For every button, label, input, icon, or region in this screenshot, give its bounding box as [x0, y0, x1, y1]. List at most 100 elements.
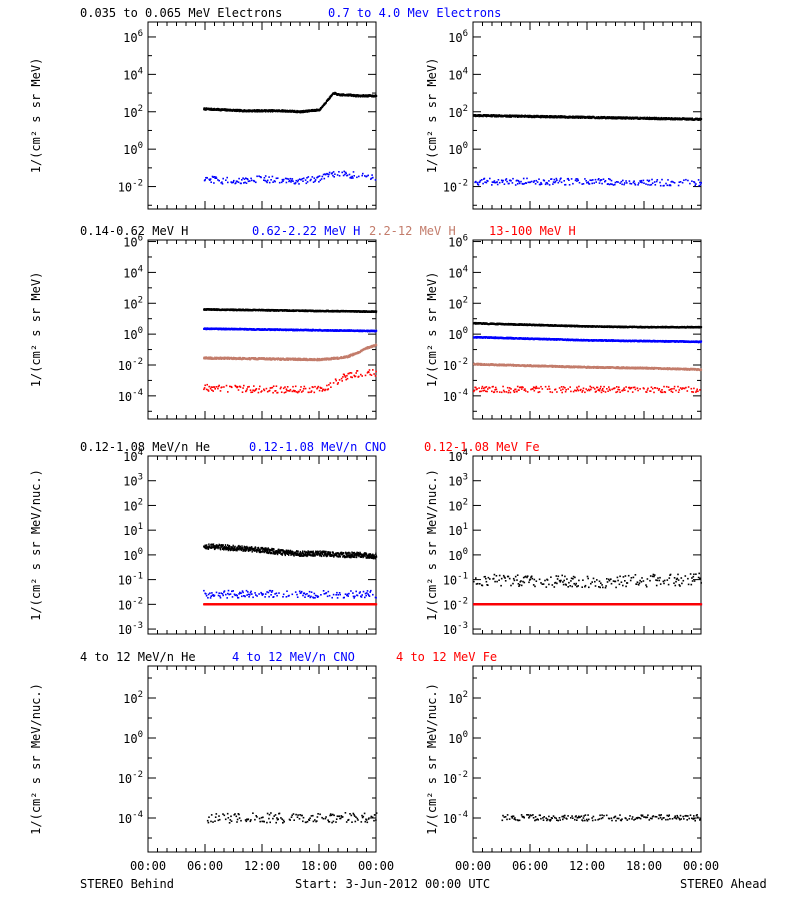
- data-point: [242, 387, 244, 389]
- y-tick-label: 10-2: [443, 179, 468, 195]
- data-point: [206, 383, 208, 386]
- data-point: [700, 118, 703, 120]
- data-point: [217, 179, 219, 181]
- data-point: [203, 388, 205, 391]
- data-point: [205, 108, 207, 111]
- data-point: [318, 181, 320, 183]
- data-point: [285, 181, 288, 184]
- data-point: [609, 178, 611, 181]
- data-point: [661, 178, 663, 181]
- data-point: [666, 184, 669, 187]
- data-point: [550, 178, 553, 180]
- data-point: [310, 178, 312, 181]
- data-point: [237, 385, 239, 388]
- data-point: [295, 179, 298, 182]
- data-point: [203, 387, 206, 389]
- data-point: [238, 177, 240, 180]
- data-point: [258, 175, 260, 177]
- data-point: [209, 179, 211, 181]
- data-point: [636, 116, 639, 119]
- data-point: [336, 383, 339, 385]
- data-point: [212, 390, 214, 392]
- data-point: [265, 387, 268, 390]
- data-point: [637, 184, 639, 186]
- data-point: [362, 172, 364, 175]
- data-point: [584, 178, 586, 180]
- data-point: [372, 369, 374, 371]
- data-point: [694, 184, 696, 187]
- y-tick-base: 10: [448, 328, 462, 342]
- data-point: [591, 182, 593, 185]
- data-point: [233, 179, 235, 182]
- data-point: [679, 181, 682, 183]
- data-point: [502, 179, 504, 182]
- data-point: [375, 370, 377, 373]
- data-point: [548, 184, 551, 186]
- y-tick-base: 10: [448, 236, 462, 250]
- data-point: [348, 372, 350, 375]
- data-point: [326, 384, 328, 387]
- data-series: [473, 114, 703, 121]
- data-point: [321, 175, 324, 178]
- data-point: [258, 388, 260, 390]
- data-point: [286, 389, 288, 392]
- data-point: [320, 178, 323, 180]
- data-point: [239, 386, 242, 388]
- data-point: [658, 116, 660, 119]
- data-point: [586, 182, 588, 184]
- data-point: [667, 179, 669, 181]
- data-point: [512, 177, 514, 180]
- data-point: [639, 180, 641, 182]
- data-point: [687, 179, 689, 182]
- data-point: [532, 181, 535, 183]
- y-tick-label: 100: [123, 326, 143, 342]
- data-point: [294, 182, 297, 184]
- data-point: [633, 182, 636, 185]
- data-point: [346, 374, 348, 377]
- data-point: [298, 357, 300, 360]
- data-point: [255, 181, 257, 184]
- y-tick-exponent: 6: [463, 234, 468, 244]
- panel-title: 0.62-2.22 MeV H: [252, 224, 360, 238]
- data-point: [649, 184, 651, 186]
- data-point: [610, 179, 613, 182]
- data-point: [544, 183, 547, 186]
- data-point: [225, 179, 227, 181]
- data-point: [548, 180, 550, 182]
- data-point: [266, 390, 269, 393]
- data-point: [581, 183, 583, 185]
- data-point: [577, 115, 579, 118]
- data-point: [328, 384, 330, 386]
- data-point: [579, 116, 582, 119]
- y-tick-label: 10-4: [118, 388, 143, 404]
- data-point: [255, 388, 258, 390]
- data-point: [614, 183, 616, 186]
- data-point: [624, 182, 626, 184]
- data-point: [617, 181, 619, 183]
- data-point: [650, 183, 653, 186]
- data-point: [341, 171, 343, 174]
- data-point: [327, 388, 330, 390]
- y-tick-base: 10: [123, 68, 137, 82]
- data-point: [250, 177, 252, 180]
- data-point: [353, 374, 355, 377]
- data-point: [286, 177, 288, 180]
- data-point: [283, 391, 286, 394]
- data-point: [348, 173, 351, 176]
- data-point: [358, 175, 360, 178]
- data-point: [350, 376, 352, 378]
- y-tick-label: 10-2: [118, 357, 143, 373]
- y-tick-exponent: 4: [138, 66, 143, 76]
- data-point: [334, 378, 337, 380]
- data-point: [372, 176, 374, 179]
- y-tick-label: 106: [123, 29, 143, 45]
- data-point: [598, 182, 601, 184]
- data-point: [276, 391, 279, 394]
- y-tick-label: 104: [448, 264, 468, 280]
- data-point: [663, 184, 665, 187]
- data-point: [592, 179, 594, 181]
- data-point: [275, 177, 278, 180]
- data-point: [697, 179, 700, 181]
